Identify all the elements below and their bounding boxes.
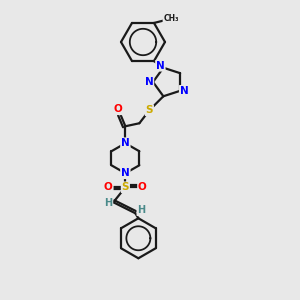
- Text: S: S: [122, 182, 129, 192]
- Text: N: N: [145, 77, 153, 87]
- Text: N: N: [121, 168, 130, 178]
- Text: N: N: [121, 138, 130, 148]
- Text: N: N: [180, 86, 188, 96]
- Text: O: O: [114, 104, 123, 114]
- Text: O: O: [104, 182, 113, 192]
- Text: H: H: [104, 198, 112, 208]
- Text: O: O: [138, 182, 147, 192]
- Text: N: N: [156, 61, 165, 71]
- Text: CH₃: CH₃: [163, 14, 179, 23]
- Text: H: H: [137, 205, 146, 215]
- Text: S: S: [146, 105, 153, 115]
